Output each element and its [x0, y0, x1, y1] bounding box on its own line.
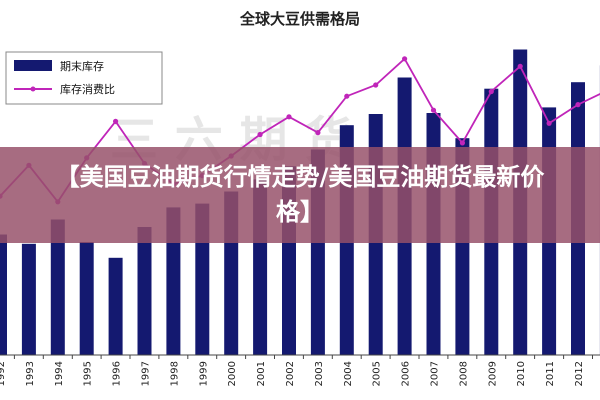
x-tick-label-2006: 2006: [401, 361, 412, 386]
x-tick-label-2009: 2009: [487, 361, 498, 386]
x-tick-label-2010: 2010: [516, 361, 527, 386]
bar-1996: [108, 257, 123, 355]
legend: 期末库存 库存消费比: [5, 51, 163, 105]
x-tick-label-2003: 2003: [314, 361, 325, 386]
x-tick-label-2007: 2007: [430, 361, 441, 386]
x-tick-label-1993: 1993: [25, 361, 36, 386]
x-tick-label-1998: 1998: [169, 361, 180, 386]
x-tick-label-1995: 1995: [83, 361, 94, 386]
line-point-2004: [344, 93, 350, 99]
legend-swatch-marker: [30, 86, 36, 92]
headline-banner: 【美国豆油期货行情走势/美国豆油期货最新价格】: [0, 147, 600, 243]
x-tick-label-2002: 2002: [285, 361, 296, 386]
bar-1997: [137, 227, 152, 355]
x-tick-label-1997: 1997: [141, 361, 152, 386]
line-point-2005: [373, 82, 379, 88]
line-point-2002: [286, 114, 292, 120]
x-tick-label-2008: 2008: [458, 361, 469, 386]
legend-label-line: 库存消费比: [60, 82, 115, 96]
line-point-2001: [257, 131, 263, 138]
x-tick-label-2001: 2001: [256, 361, 267, 386]
bar-1998: [166, 207, 181, 355]
x-tick-label-1994: 1994: [54, 361, 65, 386]
legend-swatch-bar: [14, 60, 52, 71]
legend-label-bar: 期末库存: [60, 59, 104, 73]
bar-1995: [79, 242, 94, 355]
x-tick-label-2005: 2005: [372, 361, 383, 386]
line-point-2007: [430, 107, 437, 113]
bar-1994: [50, 219, 65, 355]
line-point-2010: [517, 63, 523, 69]
x-tick-label-1992: 1992: [0, 361, 7, 386]
x-tick-label-2004: 2004: [343, 361, 354, 386]
line-point-2006: [402, 56, 408, 62]
x-tick-label-2012: 2012: [574, 361, 585, 386]
banner-text: 【美国豆油期货行情走势/美国豆油期货最新价格】: [55, 163, 545, 226]
line-point-2003: [315, 130, 321, 136]
line-point-1996: [113, 118, 119, 124]
line-point-2008: [459, 140, 465, 146]
x-tick-label-2000: 2000: [227, 361, 238, 386]
bar-1993: [21, 243, 36, 355]
x-tick-label-1996: 1996: [112, 361, 123, 386]
line-point-2011: [546, 120, 552, 126]
line-point-2012: [575, 102, 581, 108]
chart-title: 全球大豆供需格局: [239, 10, 360, 28]
line-point-2009: [488, 88, 494, 95]
bar-1992: [0, 234, 7, 355]
x-tick-label-2011: 2011: [545, 361, 556, 386]
series-line-inventory-ratio: [0, 57, 600, 204]
x-tick-label-1999: 1999: [198, 361, 209, 386]
